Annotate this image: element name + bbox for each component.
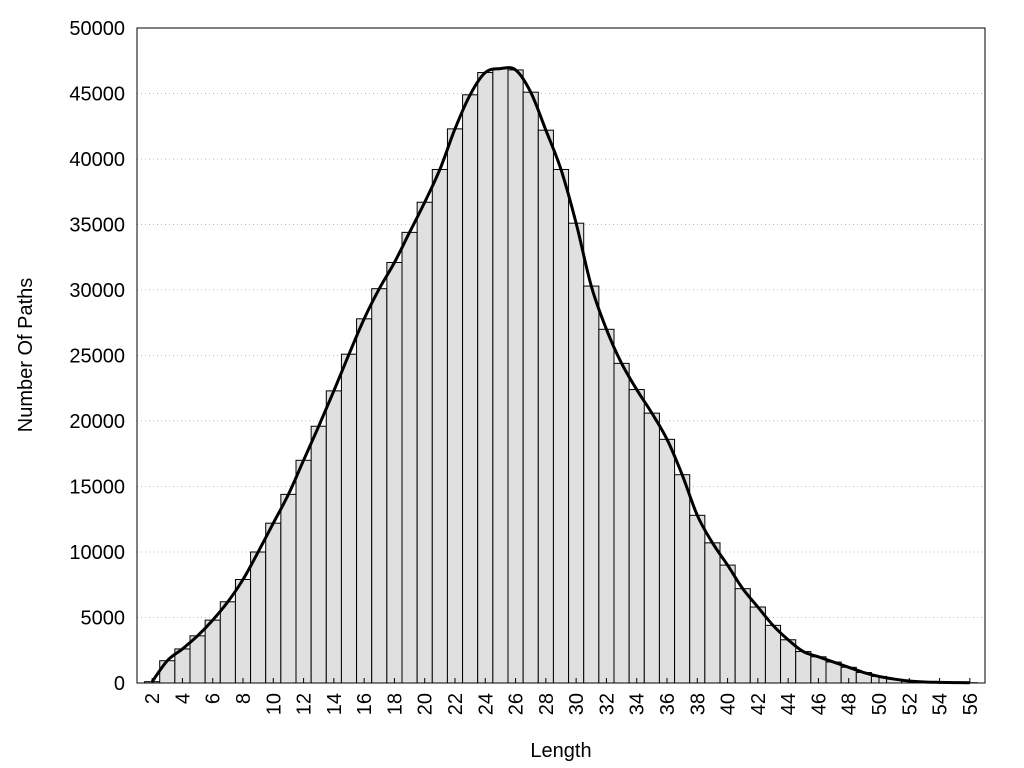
x-tick-label: 16 bbox=[354, 693, 376, 715]
bar bbox=[371, 288, 388, 684]
x-tick-label: 48 bbox=[839, 693, 861, 715]
bar bbox=[250, 551, 267, 684]
x-tick-label: 52 bbox=[899, 693, 921, 715]
x-tick-label: 46 bbox=[808, 693, 830, 715]
bar bbox=[658, 438, 676, 684]
x-tick-label: 38 bbox=[687, 693, 709, 715]
x-tick-label: 4 bbox=[172, 693, 194, 704]
x-tick-label: 44 bbox=[778, 693, 800, 715]
y-tick-label: 40000 bbox=[69, 149, 125, 171]
bar bbox=[386, 261, 403, 684]
bar bbox=[734, 588, 751, 684]
y-tick-label: 10000 bbox=[69, 542, 125, 564]
x-tick-label: 20 bbox=[415, 693, 437, 715]
x-tick-label: 6 bbox=[203, 693, 225, 704]
x-tick-label: 56 bbox=[960, 693, 982, 715]
x-tick-label: 34 bbox=[627, 693, 649, 715]
y-tick-label: 20000 bbox=[69, 411, 125, 433]
bar bbox=[159, 660, 176, 684]
bar bbox=[280, 493, 297, 684]
y-tick-label: 5000 bbox=[81, 608, 126, 630]
bar bbox=[522, 91, 539, 684]
x-tick-label: 42 bbox=[748, 693, 770, 715]
bar bbox=[325, 390, 342, 684]
y-tick-label: 30000 bbox=[69, 280, 125, 302]
bar bbox=[234, 579, 252, 684]
x-tick-label: 36 bbox=[657, 693, 679, 715]
x-tick-label: 2 bbox=[142, 693, 164, 704]
x-tick-label: 54 bbox=[930, 693, 952, 715]
bar bbox=[704, 542, 721, 684]
bar bbox=[310, 425, 327, 684]
x-tick-label: 22 bbox=[445, 693, 467, 715]
bar bbox=[689, 514, 706, 684]
x-axis-label: Length bbox=[530, 740, 591, 762]
x-tick-label: 14 bbox=[324, 693, 346, 715]
bar bbox=[265, 522, 282, 684]
bar bbox=[552, 168, 570, 684]
bar bbox=[674, 474, 691, 684]
bar bbox=[643, 412, 660, 684]
bar bbox=[507, 69, 524, 684]
y-tick-label: 15000 bbox=[69, 477, 125, 499]
bar bbox=[749, 606, 766, 684]
x-tick-label: 10 bbox=[263, 693, 285, 715]
y-tick-label: 25000 bbox=[69, 346, 125, 368]
y-tick-label: 0 bbox=[114, 673, 125, 695]
bar bbox=[431, 168, 448, 684]
x-tick-label: 30 bbox=[566, 693, 588, 715]
bar bbox=[492, 68, 509, 684]
y-tick-label: 50000 bbox=[69, 18, 125, 40]
bar bbox=[598, 328, 615, 684]
bar bbox=[628, 389, 645, 684]
bar bbox=[204, 619, 221, 684]
bar bbox=[719, 564, 736, 684]
bar bbox=[764, 624, 782, 684]
bar bbox=[795, 651, 812, 684]
bar bbox=[416, 201, 433, 684]
bar bbox=[477, 72, 494, 684]
bar bbox=[583, 285, 600, 684]
bar bbox=[568, 222, 585, 684]
bar bbox=[537, 129, 554, 684]
x-tick-label: 40 bbox=[718, 693, 740, 715]
bar bbox=[356, 318, 373, 684]
bar bbox=[446, 128, 464, 684]
x-tick-label: 28 bbox=[536, 693, 558, 715]
bar bbox=[219, 601, 236, 684]
y-axis-label: Number Of Paths bbox=[15, 278, 37, 433]
bar bbox=[189, 635, 206, 684]
bar bbox=[401, 231, 418, 684]
bar bbox=[340, 353, 358, 684]
x-tick-label: 24 bbox=[475, 693, 497, 715]
y-tick-label: 45000 bbox=[69, 84, 125, 106]
bar bbox=[295, 459, 312, 684]
curve bbox=[150, 66, 970, 685]
x-tick-label: 18 bbox=[384, 693, 406, 715]
x-tick-label: 26 bbox=[506, 693, 528, 715]
x-tick-label: 12 bbox=[294, 693, 316, 715]
x-tick-label: 8 bbox=[233, 693, 255, 704]
bar bbox=[462, 94, 479, 684]
bar bbox=[613, 362, 630, 684]
plot-frame bbox=[136, 27, 986, 684]
x-tick-label: 50 bbox=[869, 693, 891, 715]
x-tick-label: 32 bbox=[596, 693, 618, 715]
y-tick-label: 35000 bbox=[69, 215, 125, 237]
